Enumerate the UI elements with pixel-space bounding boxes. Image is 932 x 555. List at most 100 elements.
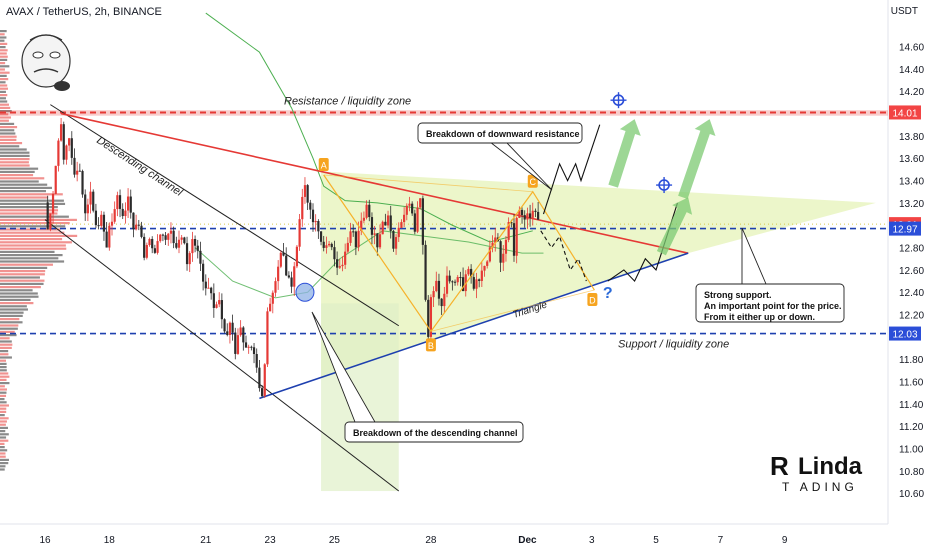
volume-profile-bar bbox=[0, 324, 19, 327]
candle-body bbox=[46, 202, 49, 230]
candle-body bbox=[303, 185, 307, 197]
avatar-eye-left bbox=[32, 51, 44, 59]
y-tick-label: 12.20 bbox=[899, 311, 924, 322]
volume-profile-bar bbox=[0, 231, 65, 234]
volume-profile-bar bbox=[0, 340, 12, 343]
triangle-resistance-line bbox=[60, 112, 689, 254]
candle-body bbox=[153, 248, 156, 253]
x-tick-label: 18 bbox=[104, 535, 116, 546]
candle-body bbox=[416, 207, 419, 232]
candle-body bbox=[260, 388, 264, 397]
candle-body bbox=[301, 196, 304, 220]
candle-body bbox=[226, 331, 229, 335]
candle-body bbox=[413, 213, 416, 232]
volume-profile-bar bbox=[0, 154, 30, 157]
candle-body bbox=[100, 214, 103, 226]
candle-body bbox=[89, 191, 92, 205]
candle-body bbox=[507, 222, 510, 240]
candle-body bbox=[432, 291, 435, 298]
volume-profile-bar bbox=[0, 122, 15, 125]
candle-body bbox=[252, 347, 256, 355]
candle-body bbox=[102, 214, 106, 232]
candle-body bbox=[537, 211, 540, 220]
wave-label: A bbox=[321, 160, 327, 170]
candle-body bbox=[392, 230, 395, 249]
candle-body bbox=[118, 195, 122, 209]
wave-label-box bbox=[318, 157, 329, 171]
volume-profile-bar bbox=[0, 164, 30, 167]
candle-body bbox=[443, 293, 446, 307]
candle-body bbox=[81, 170, 84, 195]
candle-body bbox=[341, 264, 344, 267]
wave-label: C bbox=[530, 177, 537, 187]
candle-body bbox=[196, 245, 199, 251]
candle-body bbox=[108, 225, 111, 248]
green-arrow-up-3 bbox=[656, 197, 693, 256]
candle-body bbox=[344, 251, 347, 265]
y-tick-label: 10.80 bbox=[899, 467, 924, 478]
candle-body bbox=[113, 209, 116, 222]
candle-body bbox=[244, 342, 248, 348]
projections bbox=[540, 92, 716, 283]
candle-body bbox=[475, 279, 478, 289]
candle-body bbox=[499, 241, 502, 263]
volume-profile-bar bbox=[0, 295, 39, 298]
candle-body bbox=[295, 246, 299, 267]
candle-body bbox=[394, 237, 398, 249]
question-mark: ? bbox=[603, 285, 613, 302]
candle-body bbox=[76, 170, 79, 175]
volume-profile-bar bbox=[0, 260, 65, 263]
candle-body bbox=[164, 235, 167, 240]
volume-profile-bar bbox=[0, 398, 5, 401]
volume-profile-bar bbox=[0, 353, 9, 356]
wave-label-box bbox=[587, 293, 598, 307]
volume-profile-bar bbox=[0, 142, 23, 145]
volume-profile-bar bbox=[0, 177, 45, 180]
volume-profile-bar bbox=[0, 289, 33, 292]
avatar-hand bbox=[54, 81, 70, 91]
candle-body bbox=[105, 231, 108, 248]
candle-body bbox=[405, 205, 408, 215]
candle-body bbox=[156, 241, 159, 253]
candle-body bbox=[140, 225, 143, 237]
callout-text: Breakdown of downward resistance bbox=[426, 129, 580, 139]
candle-body bbox=[357, 230, 360, 248]
candle-body bbox=[193, 239, 197, 246]
candle-body bbox=[330, 243, 333, 248]
volume-profile-bar bbox=[0, 359, 6, 362]
volume-profile-bar bbox=[0, 257, 59, 260]
candle-body bbox=[488, 247, 491, 262]
candle-body bbox=[250, 346, 253, 348]
volume-profile-bar bbox=[0, 462, 9, 465]
callout-box bbox=[417, 122, 583, 144]
candle-body bbox=[494, 237, 497, 243]
volume-profile-bar bbox=[0, 238, 63, 241]
volume-profile-bar bbox=[0, 62, 6, 65]
candle-body bbox=[70, 138, 73, 158]
y-tick-label: 10.60 bbox=[899, 489, 924, 500]
volume-profile-bar bbox=[0, 439, 9, 442]
volume-profile-bar bbox=[0, 167, 39, 170]
candle-body bbox=[132, 212, 135, 230]
candle-body bbox=[376, 233, 379, 248]
volume-profile-bar bbox=[0, 100, 8, 103]
volume-profile-bar bbox=[0, 222, 70, 225]
y-tick-label: 12.40 bbox=[899, 288, 924, 299]
candle-body bbox=[199, 250, 202, 264]
price-tag: 14.01 bbox=[889, 105, 921, 120]
volume-profile-bar bbox=[0, 350, 9, 353]
callout-box bbox=[695, 283, 845, 323]
candle-body bbox=[287, 275, 290, 278]
candle-body bbox=[319, 231, 323, 242]
candle-body bbox=[215, 304, 218, 308]
candle-body bbox=[274, 281, 277, 293]
candle-body bbox=[346, 242, 349, 252]
symbol-title: AVAX / TetherUS, 2h, BINANCE bbox=[6, 6, 162, 18]
candle-body bbox=[437, 280, 441, 299]
volume-profile-bar bbox=[0, 71, 10, 74]
candle-body bbox=[129, 196, 132, 213]
candle-body bbox=[116, 195, 119, 210]
y-tick-label: 12.60 bbox=[899, 266, 924, 277]
volume-profile-bar bbox=[0, 206, 58, 209]
candle-body bbox=[92, 191, 95, 211]
